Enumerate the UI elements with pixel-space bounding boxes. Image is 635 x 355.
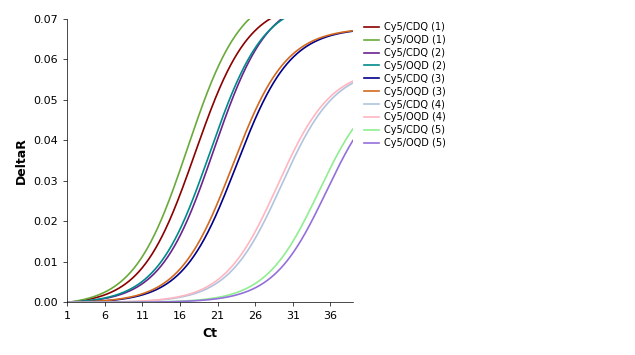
X-axis label: Ct: Ct [203,327,218,340]
Cy5/CDQ (3) [254,110,262,115]
Line: Cy5/CDQ (1): Cy5/CDQ (1) [67,2,353,302]
Line: Cy5/CDQ (5): Cy5/CDQ (5) [67,129,353,302]
Cy5/CDQ (5) [254,279,262,284]
Cy5/CDQ (1) [137,267,145,272]
Cy5/OQD (4) [232,260,239,264]
Line: Cy5/OQD (3): Cy5/OQD (3) [67,31,353,302]
Cy5/OQD (2) [232,83,239,87]
Y-axis label: DeltaR: DeltaR [15,137,28,184]
Line: Cy5/OQD (2): Cy5/OQD (2) [67,2,353,302]
Cy5/CDQ (3) [64,300,71,305]
Cy5/OQD (3) [137,292,145,296]
Line: Cy5/OQD (1): Cy5/OQD (1) [67,0,353,302]
Cy5/OQD (1) [254,9,262,13]
Cy5/CDQ (5) [114,300,122,305]
Cy5/OQD (4) [349,79,357,83]
Cy5/OQD (4) [192,290,200,294]
Cy5/OQD (4) [64,300,71,305]
Cy5/CDQ (1) [232,54,239,58]
Legend: Cy5/CDQ (1), Cy5/OQD (1), Cy5/CDQ (2), Cy5/OQD (2), Cy5/CDQ (3), Cy5/OQD (3), Cy: Cy5/CDQ (1), Cy5/OQD (1), Cy5/CDQ (2), C… [361,18,450,152]
Cy5/OQD (5) [279,264,286,269]
Cy5/CDQ (4) [232,264,239,269]
Cy5/CDQ (3) [114,297,122,302]
Line: Cy5/CDQ (2): Cy5/CDQ (2) [67,0,353,302]
Cy5/CDQ (2) [64,300,71,305]
Cy5/OQD (4) [254,224,262,229]
Cy5/OQD (5) [349,138,357,143]
Cy5/OQD (5) [137,300,145,304]
Cy5/CDQ (1) [114,287,122,291]
Cy5/OQD (1) [137,257,145,261]
Cy5/OQD (5) [254,284,262,289]
Cy5/OQD (2) [254,42,262,46]
Cy5/CDQ (1) [192,147,200,151]
Cy5/CDQ (5) [192,298,200,302]
Cy5/OQD (1) [232,33,239,37]
Cy5/OQD (1) [114,282,122,286]
Cy5/OQD (4) [137,299,145,303]
Cy5/CDQ (2) [114,293,122,297]
Cy5/OQD (5) [232,293,239,297]
Cy5/OQD (2) [137,280,145,285]
Cy5/OQD (5) [192,299,200,303]
Line: Cy5/CDQ (3): Cy5/CDQ (3) [67,31,353,302]
Cy5/OQD (3) [64,300,71,305]
Cy5/CDQ (4) [137,299,145,304]
Cy5/CDQ (2) [232,89,239,93]
Cy5/CDQ (3) [279,67,286,72]
Line: Cy5/CDQ (4): Cy5/CDQ (4) [67,83,353,302]
Cy5/CDQ (4) [114,300,122,304]
Cy5/OQD (3) [192,244,200,248]
Cy5/CDQ (5) [137,300,145,304]
Cy5/CDQ (1) [254,26,262,30]
Cy5/OQD (3) [349,29,357,33]
Cy5/CDQ (4) [254,231,262,235]
Cy5/CDQ (1) [279,11,286,15]
Cy5/CDQ (2) [254,44,262,48]
Cy5/OQD (2) [192,187,200,192]
Line: Cy5/OQD (4): Cy5/OQD (4) [67,81,353,302]
Cy5/OQD (1) [192,120,200,124]
Cy5/CDQ (5) [349,127,357,131]
Cy5/OQD (5) [64,300,71,305]
Cy5/OQD (3) [279,63,286,67]
Cy5/CDQ (4) [349,81,357,85]
Cy5/OQD (3) [254,103,262,107]
Cy5/CDQ (4) [192,291,200,295]
Cy5/CDQ (4) [64,300,71,305]
Cy5/CDQ (4) [279,181,286,185]
Cy5/CDQ (5) [64,300,71,305]
Cy5/OQD (2) [279,17,286,22]
Cy5/OQD (2) [349,0,357,4]
Cy5/CDQ (2) [137,283,145,287]
Cy5/CDQ (2) [192,196,200,200]
Cy5/OQD (1) [64,300,71,305]
Cy5/OQD (3) [232,155,239,160]
Cy5/CDQ (1) [349,0,357,4]
Line: Cy5/OQD (5): Cy5/OQD (5) [67,141,353,302]
Cy5/OQD (3) [114,297,122,301]
Cy5/CDQ (3) [137,293,145,297]
Cy5/OQD (2) [114,292,122,296]
Cy5/OQD (5) [114,300,122,305]
Cy5/OQD (4) [114,300,122,304]
Cy5/CDQ (1) [64,300,71,305]
Cy5/CDQ (3) [192,250,200,254]
Cy5/OQD (2) [64,300,71,305]
Cy5/CDQ (3) [349,29,357,33]
Cy5/CDQ (5) [279,255,286,260]
Cy5/OQD (4) [279,173,286,177]
Cy5/CDQ (3) [232,165,239,169]
Cy5/OQD (1) [279,0,286,1]
Cy5/CDQ (5) [232,291,239,295]
Cy5/CDQ (2) [279,16,286,20]
